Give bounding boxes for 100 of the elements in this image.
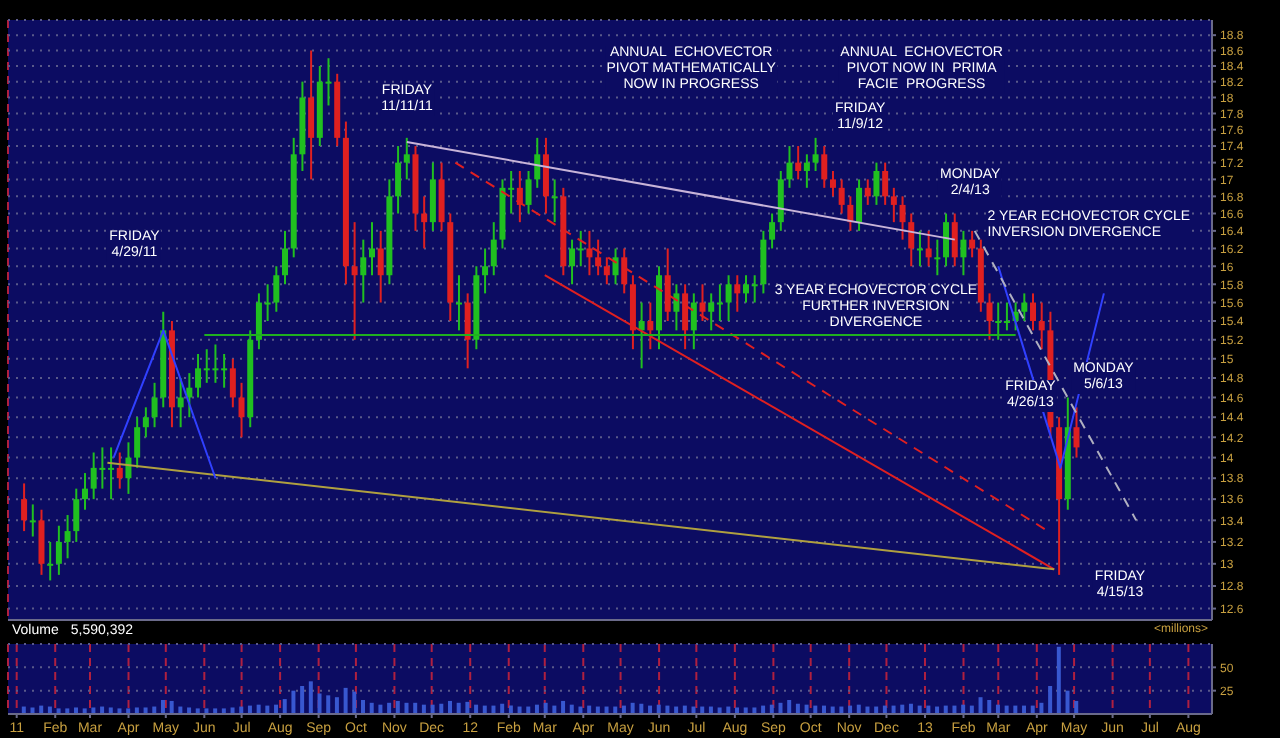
candlestick xyxy=(569,238,576,286)
candlestick xyxy=(595,238,602,277)
bar xyxy=(108,707,113,714)
candlestick xyxy=(951,212,958,268)
bar xyxy=(361,700,366,714)
bar xyxy=(717,707,722,714)
candlestick xyxy=(134,416,141,469)
candlestick xyxy=(812,136,819,172)
bar xyxy=(978,697,983,714)
candlestick xyxy=(421,195,428,250)
bar xyxy=(230,707,235,714)
bar xyxy=(308,681,313,714)
candlestick xyxy=(369,221,375,277)
candlestick xyxy=(769,212,776,250)
candlestick xyxy=(90,451,97,501)
candlestick xyxy=(81,472,88,511)
candlestick xyxy=(699,283,706,323)
bar xyxy=(134,707,139,714)
candlestick xyxy=(995,301,1002,341)
candlestick xyxy=(986,292,993,341)
candlestick xyxy=(534,136,541,189)
candlestick xyxy=(542,136,549,215)
candlestick xyxy=(525,169,532,215)
candlestick xyxy=(795,145,802,181)
bar xyxy=(126,708,131,714)
candlestick xyxy=(934,238,941,277)
bar xyxy=(282,699,287,714)
candlestick xyxy=(890,186,897,224)
candlestick xyxy=(551,178,558,224)
candlestick xyxy=(351,221,358,341)
candlestick xyxy=(716,283,723,323)
candlestick xyxy=(821,145,828,189)
candlestick xyxy=(38,508,45,576)
candlestick xyxy=(734,274,741,313)
bar xyxy=(352,691,357,714)
candlestick xyxy=(403,136,410,181)
bar xyxy=(1065,690,1070,714)
candlestick xyxy=(308,49,315,181)
candlestick xyxy=(943,212,950,268)
candlestick xyxy=(838,178,845,215)
candlestick xyxy=(925,229,932,268)
candlestick xyxy=(916,229,923,268)
candlestick xyxy=(647,301,654,351)
candlestick xyxy=(282,229,289,286)
candlestick xyxy=(455,274,462,332)
bar xyxy=(465,701,470,714)
candlestick xyxy=(673,283,680,332)
candlestick xyxy=(429,161,436,232)
candlestick xyxy=(21,482,28,533)
candlestick xyxy=(777,169,784,232)
candlestick xyxy=(395,145,402,215)
candlestick xyxy=(1030,292,1037,332)
bar xyxy=(204,708,209,714)
candlestick xyxy=(490,221,497,277)
candlestick xyxy=(464,292,471,370)
bar xyxy=(987,700,992,714)
candlestick xyxy=(725,274,732,323)
candlestick xyxy=(438,161,445,232)
candlestick xyxy=(1021,292,1028,323)
candlestick xyxy=(360,238,367,304)
bar xyxy=(82,708,87,714)
bar xyxy=(300,686,305,714)
bar xyxy=(169,700,174,714)
candlestick xyxy=(621,247,628,295)
bar xyxy=(395,700,400,714)
bar xyxy=(752,707,757,714)
bar xyxy=(91,707,96,714)
candlestick xyxy=(203,348,210,384)
candlestick xyxy=(829,169,836,198)
bar xyxy=(447,700,452,714)
bar xyxy=(30,707,35,714)
candlestick xyxy=(151,381,158,429)
candlestick xyxy=(1038,301,1045,351)
candlestick xyxy=(682,283,689,351)
candlestick xyxy=(64,514,71,560)
bar xyxy=(56,708,61,714)
candlestick xyxy=(612,247,619,286)
candlestick xyxy=(99,446,106,490)
bar xyxy=(743,707,748,714)
candlestick xyxy=(229,357,236,409)
bar xyxy=(73,707,78,714)
candlestick xyxy=(47,540,54,582)
candlestick xyxy=(55,524,62,576)
candlestick xyxy=(690,292,697,351)
candlestick xyxy=(116,451,123,490)
bar xyxy=(160,700,165,714)
candlestick xyxy=(1003,301,1010,332)
candlestick xyxy=(908,212,915,268)
candlestick xyxy=(142,406,149,439)
candlestick xyxy=(638,301,645,370)
candlestick xyxy=(873,161,880,206)
candlestick xyxy=(577,229,584,268)
bar xyxy=(1056,646,1061,714)
candlestick xyxy=(586,229,593,277)
candlestick xyxy=(760,229,767,295)
candlestick xyxy=(899,195,906,241)
candlestick xyxy=(482,247,489,295)
bar xyxy=(561,700,566,714)
bar xyxy=(291,690,296,714)
bar xyxy=(1048,686,1053,714)
